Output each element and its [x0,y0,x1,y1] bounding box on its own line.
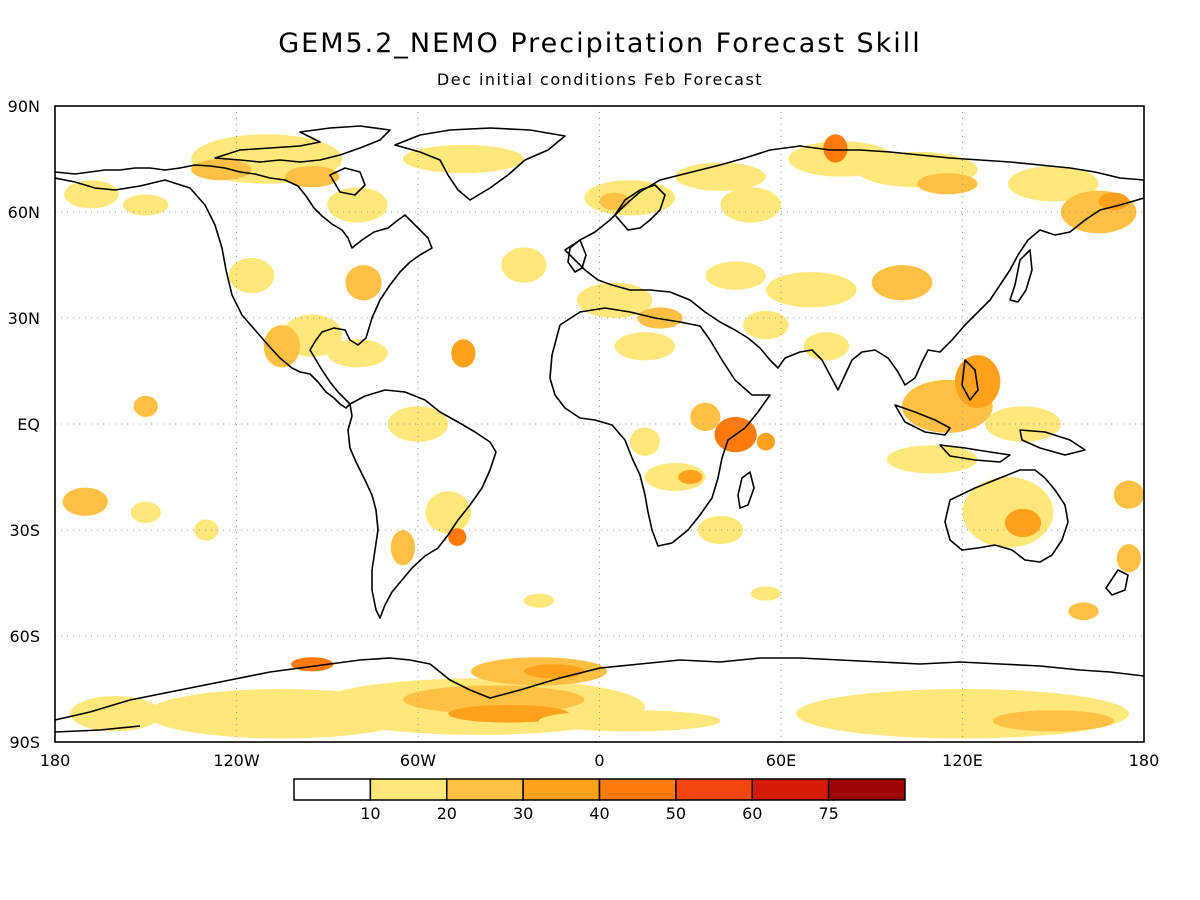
skill-region-69 [750,586,781,601]
skill-region-29 [228,257,275,294]
graticule [55,106,1144,742]
skill-region-67 [194,519,219,541]
colorbar-swatch-6 [751,778,830,801]
skill-region-20 [675,162,766,191]
skill-region-36 [501,247,547,283]
skill-region-14 [64,180,119,209]
skill-region-5 [523,664,585,679]
skill-region-40 [705,261,766,290]
skill-region-56 [62,487,108,516]
colorbar-label-1: 20 [437,804,457,823]
skill-region-34 [451,339,476,368]
skill-region-57 [130,501,161,523]
lon-tick-0: 0 [594,751,604,770]
skill-region-17 [402,144,524,174]
colorbar-swatch-3 [522,778,601,801]
skill-region-28 [720,187,781,223]
colorbar-label-3: 40 [589,804,609,823]
skill-region-59 [954,355,1001,409]
skill-region-51 [697,515,744,545]
skill-region-16 [284,166,340,188]
skill-region-63 [1004,508,1042,538]
skill-region-55 [390,530,415,566]
skill-region-10 [539,710,721,732]
colorbar-swatch-2 [446,778,524,801]
map-subtitle: Dec initial conditions Feb Forecast [436,70,764,89]
skill-region-60 [985,406,1061,442]
skill-region-43 [743,310,789,340]
lat-tick-90s: 90S [9,733,40,752]
colorbar-swatch-4 [598,778,677,801]
skill-region-22 [823,134,848,163]
skill-region-46 [690,402,721,432]
colorbar-swatch-0 [293,778,372,801]
colorbar-label-6: 75 [818,804,838,823]
colorbar-swatch-5 [675,778,753,801]
lat-tick-60s: 60S [9,627,40,646]
lat-tick-30n: 30N [8,309,40,328]
skill-region-42 [871,265,933,301]
skill-region-41 [765,272,857,308]
map-frame [54,105,1145,743]
skill-region-38 [614,332,676,361]
skill-region-68 [523,593,555,608]
skill-region-15 [123,194,169,216]
skill-region-64 [1113,480,1144,509]
skill-region-65 [1116,544,1141,573]
skill-region-12 [191,159,252,181]
colorbar-label-5: 60 [742,804,762,823]
skill-region-50 [629,427,660,456]
skill-region-61 [886,445,978,474]
lon-tick-120e: 120E [942,751,983,770]
skill-region-19 [599,192,630,211]
skill-region-27 [1098,192,1129,211]
lat-tick-90n: 90N [8,97,40,116]
skill-region-66 [1068,602,1099,621]
skill-region-24 [917,173,978,195]
skill-region-49 [678,469,703,485]
lat-tick-60n: 60N [8,203,40,222]
skill-region-7 [992,710,1114,732]
skill-region-53 [425,491,471,534]
skill-region-32 [263,325,301,368]
skill-region-47 [756,432,775,451]
skill-region-18 [584,180,676,216]
skill-shading-layer [62,134,1144,739]
colorbar-swatch-7 [827,778,906,801]
skill-region-25 [1007,166,1099,202]
skill-region-30 [345,265,382,301]
colorbar-label-0: 10 [360,804,380,823]
lon-tick-180e: 180 [1129,751,1160,770]
skill-region-3 [448,704,570,723]
lat-tick-eq: EQ [17,415,40,434]
coastlines [55,125,1144,733]
skill-region-13 [327,187,388,223]
colorbar-swatch-1 [369,778,448,801]
colorbar-label-2: 30 [513,804,533,823]
skill-region-54 [448,528,467,546]
lon-tick-60e: 60E [766,751,796,770]
map-title: GEM5.2_NEMO Precipitation Forecast Skill [278,28,922,59]
colorbar-label-4: 50 [666,804,686,823]
lon-tick-120w: 120W [213,751,260,770]
skill-region-9 [70,696,161,732]
skill-region-44 [803,332,850,361]
lon-tick-60w: 60W [400,751,436,770]
skill-region-35 [133,395,158,417]
skill-region-33 [327,339,388,368]
colorbar: 10 20 30 40 50 60 75 [293,778,906,823]
lat-tick-30s: 30S [9,521,40,540]
lon-tick-180w: 180 [40,751,71,770]
